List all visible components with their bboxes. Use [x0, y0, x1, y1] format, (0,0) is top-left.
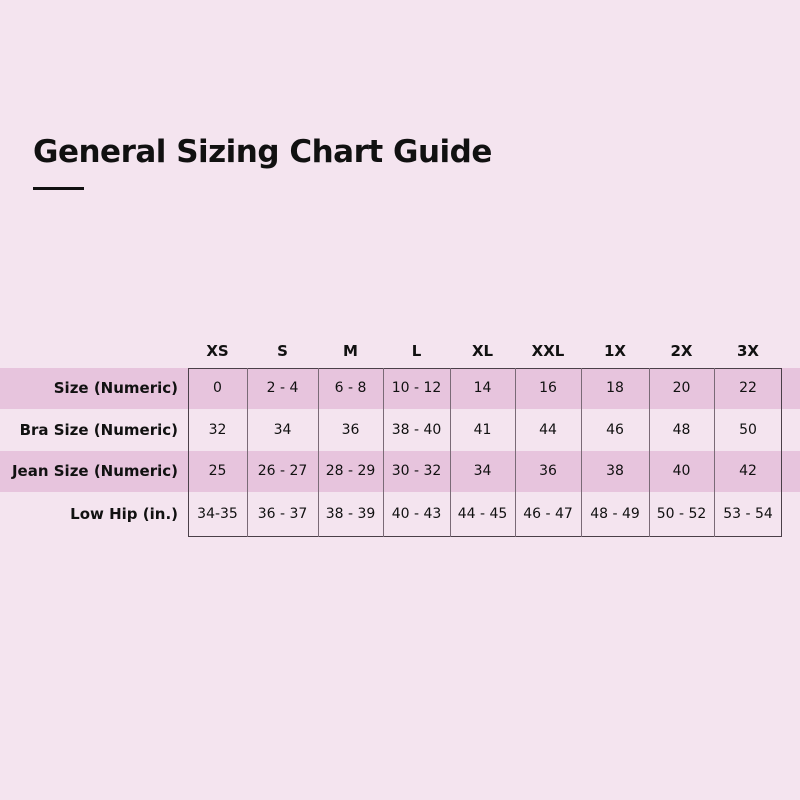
table-cell: 41: [473, 422, 492, 438]
column-header: 1X: [603, 342, 626, 360]
table-row-band: [0, 368, 800, 409]
table-cell: 48 - 49: [590, 506, 640, 522]
table-cell: 26 - 27: [257, 463, 308, 479]
column-header: 2X: [670, 342, 693, 360]
table-cell: 25: [208, 463, 227, 479]
column-divider: [649, 368, 650, 537]
table-cell: 10 - 12: [391, 380, 442, 396]
row-label: Jean Size (Numeric): [11, 462, 178, 480]
table-cell: 42: [739, 463, 757, 479]
column-header: S: [277, 342, 288, 360]
table-cell: 30 - 32: [391, 463, 442, 479]
column-divider: [714, 368, 715, 537]
table-border: [188, 368, 782, 537]
row-label: Size (Numeric): [53, 379, 178, 397]
column-header: 3X: [736, 342, 759, 360]
table-cell: 40: [672, 463, 691, 479]
table-cell: 44 - 45: [457, 506, 508, 522]
table-cell: 32: [208, 422, 227, 438]
column-header: XL: [471, 342, 494, 360]
table-cell: 50 - 52: [656, 506, 707, 522]
table-cell: 34-35: [197, 506, 238, 522]
table-cell: 34: [273, 422, 292, 438]
title-underline: [33, 187, 84, 190]
column-header: L: [411, 342, 422, 360]
table-cell: 50: [739, 422, 757, 438]
table-row-band: [0, 451, 800, 492]
table-cell: 20: [672, 380, 691, 396]
row-label: Bra Size (Numeric): [19, 421, 178, 439]
table-cell: 38 - 39: [325, 506, 376, 522]
table-cell: 38 - 40: [391, 422, 442, 438]
table-cell: 0: [213, 380, 222, 396]
table-cell: 48: [672, 422, 691, 438]
table-cell: 36: [539, 463, 557, 479]
column-header: M: [343, 342, 358, 360]
row-label: Low Hip (in.): [70, 505, 178, 523]
table-cell: 36: [341, 422, 360, 438]
table-cell: 22: [739, 380, 757, 396]
table-cell: 46 - 47: [523, 506, 573, 522]
table-cell: 53 - 54: [723, 506, 773, 522]
column-divider: [383, 368, 384, 537]
page-title: General Sizing Chart Guide: [33, 134, 492, 170]
table-cell: 14: [473, 380, 492, 396]
column-divider: [515, 368, 516, 537]
table-cell: 2 - 4: [266, 380, 299, 396]
column-divider: [450, 368, 451, 537]
column-header: XXL: [531, 342, 565, 360]
table-cell: 28 - 29: [325, 463, 376, 479]
table-cell: 34: [473, 463, 492, 479]
table-cell: 18: [606, 380, 624, 396]
table-cell: 6 - 8: [334, 380, 367, 396]
table-cell: 46: [606, 422, 624, 438]
column-divider: [247, 368, 248, 537]
table-cell: 36 - 37: [257, 506, 308, 522]
column-divider: [318, 368, 319, 537]
table-cell: 38: [606, 463, 624, 479]
column-divider: [581, 368, 582, 537]
table-cell: 44: [539, 422, 557, 438]
column-header: XS: [206, 342, 229, 360]
table-cell: 40 - 43: [391, 506, 442, 522]
table-cell: 16: [539, 380, 557, 396]
